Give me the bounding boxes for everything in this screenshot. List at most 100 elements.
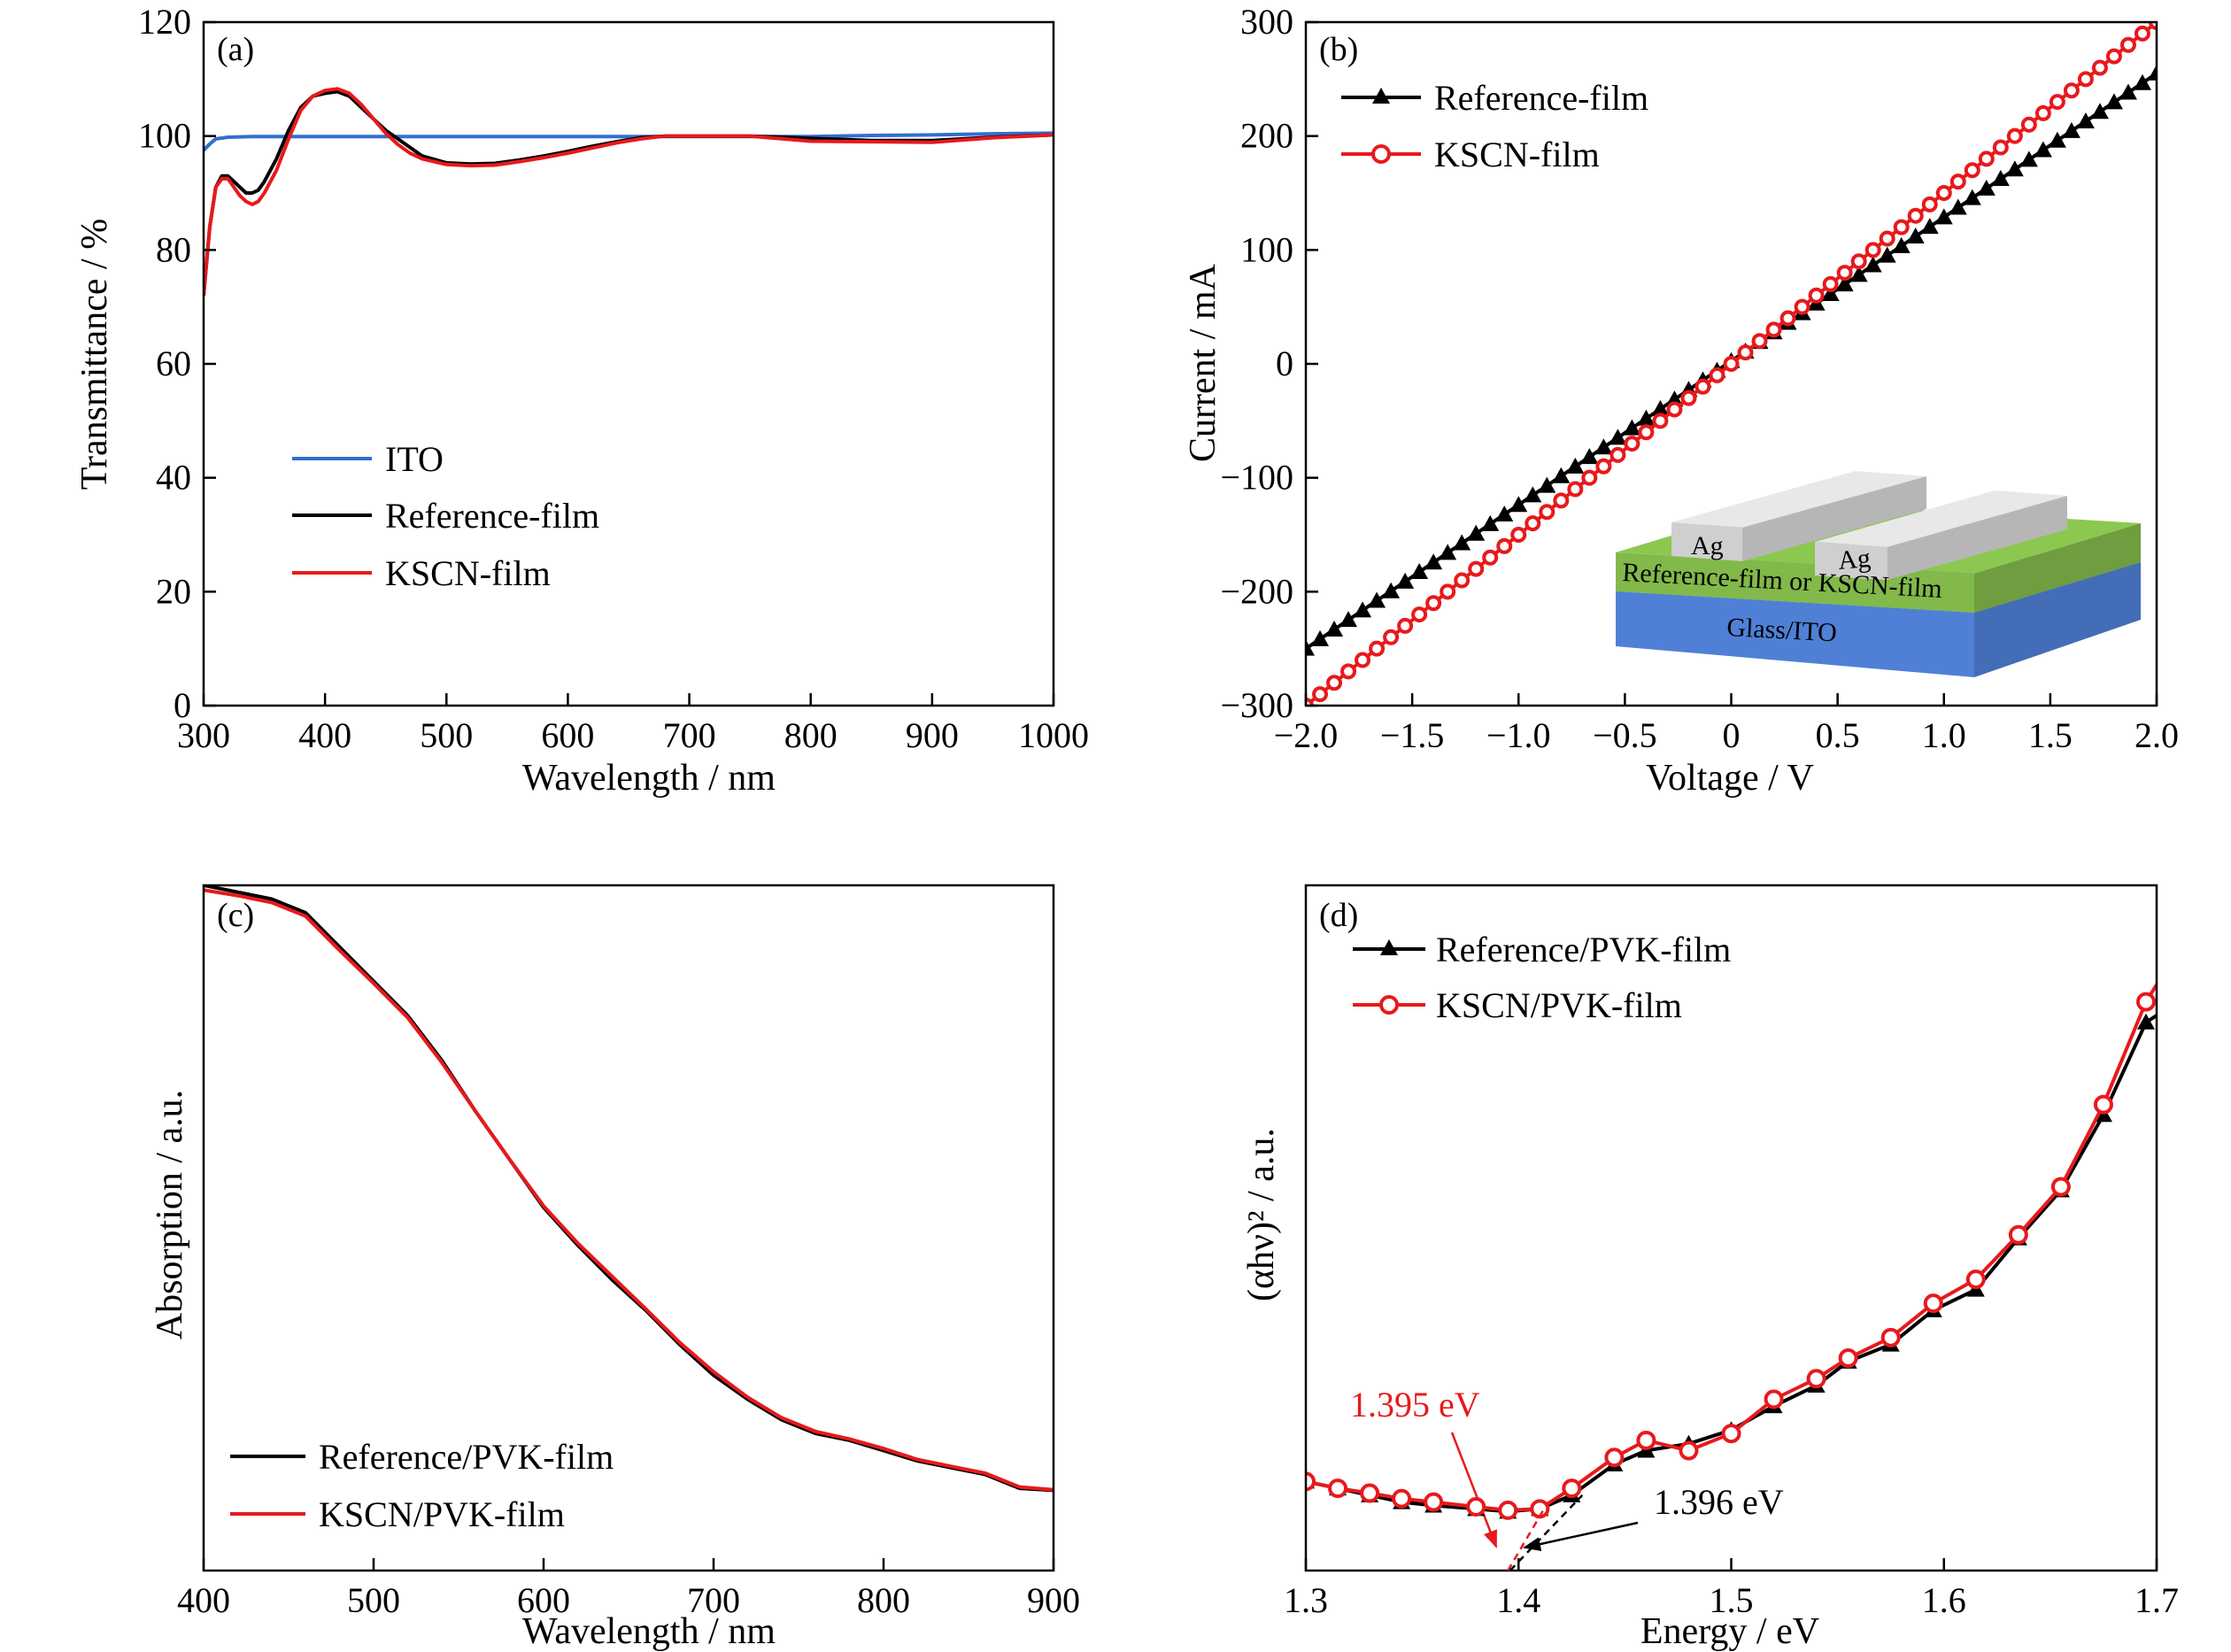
data-point-reference-pvk-film [2158, 1000, 2176, 1015]
data-point-kscn-film [1340, 663, 1357, 680]
panel-c-label: (c) [217, 897, 254, 934]
data-point-kscn-film [2134, 25, 2150, 42]
data-point-reference-film [1580, 448, 1599, 465]
y-tick-label: −300 [1220, 685, 1293, 725]
data-point-kscn-film [1879, 230, 1895, 247]
panel-b: (b) Voltage / V Current / mA Reference-f… [1183, 2, 2179, 799]
data-point-kscn-pvk-film [2093, 1094, 2113, 1115]
data-point-kscn-film [1949, 174, 1966, 190]
film-side [1974, 523, 2141, 613]
extrapolation-line [1509, 1494, 1584, 1571]
data-point-kscn-film [1964, 162, 1980, 179]
data-point-kscn-pvk-film [1306, 1471, 1316, 1492]
data-point-kscn-film [1496, 537, 1513, 554]
data-point-reference-film [1977, 179, 1996, 196]
data-point-reference-film [1623, 419, 1641, 436]
data-point-reference-film [2019, 151, 2038, 167]
y-tick-label: 100 [1240, 229, 1293, 269]
data-point-kscn-film [1369, 640, 1386, 657]
data-point-reference-film [1325, 621, 1344, 637]
x-tick-label: −0.5 [1593, 715, 1657, 755]
x-tick-label: 800 [857, 1580, 910, 1620]
x-tick-label: 1.0 [1922, 715, 1966, 755]
series-line-reference-pvk-film [204, 885, 1054, 1493]
data-point-reference-film [1467, 524, 1486, 541]
annotation-arrow-kscn [1450, 1432, 1498, 1548]
data-point-reference-film [1963, 189, 1981, 205]
data-point-kscn-film [1992, 139, 2009, 156]
data-point-kscn-film [1397, 617, 1414, 634]
panel-c: (c) Wavelength / nm Absorption / a.u. Re… [150, 884, 1080, 1652]
device-schematic-inset: Ag Ag Reference-film or KSCN-film Glass/… [1616, 471, 2141, 677]
data-point-kscn-pvk-film [1806, 1369, 1826, 1389]
y-tick-label: 40 [156, 458, 191, 498]
x-tick-label: −1.5 [1380, 715, 1445, 755]
data-point-kscn-pvk-film [1838, 1348, 1858, 1369]
data-point-kscn-film [1921, 196, 1938, 212]
data-point-reference-film [2076, 112, 2095, 129]
y-tick-label: 20 [156, 571, 191, 611]
x-tick-label: 0 [1723, 715, 1741, 755]
data-point-reference-film [1311, 629, 1330, 646]
panel-b-ylabel: Current / mA [1183, 263, 1224, 462]
x-tick-label: 1.4 [1496, 1580, 1540, 1620]
x-tick-label: 0.5 [1816, 715, 1860, 755]
legend-label-kscn-film: KSCN-film [1434, 135, 1600, 174]
data-point-kscn-film [1864, 242, 1881, 259]
x-tick-label: 700 [663, 715, 716, 755]
x-tick-label: 800 [784, 715, 838, 755]
data-point-kscn-pvk-film [2159, 960, 2175, 976]
panel-d-xlabel: Energy / eV [1640, 1611, 1819, 1652]
x-tick-label: 600 [517, 1580, 570, 1620]
panel-c-legend: Reference/PVK-film KSCN/PVK-film [230, 1437, 614, 1534]
data-point-kscn-film [1525, 515, 1541, 532]
x-tick-label: 2.0 [2135, 715, 2179, 755]
x-tick-label: −1.0 [1486, 715, 1551, 755]
data-point-kscn-film [1751, 333, 1768, 350]
data-point-kscn-film [1383, 629, 1400, 645]
y-tick-label: 0 [174, 685, 191, 725]
panel-d-legend: Reference/PVK-film KSCN/PVK-film [1353, 930, 1731, 1025]
data-point-reference-film [1368, 591, 1386, 608]
series-line-ito [204, 131, 1054, 152]
data-point-kscn-pvk-film [1679, 1440, 1699, 1461]
legend-label-reference-film: Reference-film [1434, 78, 1648, 118]
data-point-reference-film [1864, 256, 1882, 273]
data-point-reference-film [1849, 266, 1868, 282]
data-point-reference-film [2005, 160, 2024, 177]
data-point-kscn-film [1850, 253, 1867, 270]
electrode-left-side [1742, 476, 1926, 561]
data-point-reference-film [1878, 246, 1896, 263]
legend-label-ito: ITO [385, 439, 444, 479]
data-point-kscn-film [2105, 48, 2122, 65]
data-point-kscn-film [1539, 504, 1556, 521]
data-point-kscn-film [1510, 527, 1527, 543]
data-point-kscn-pvk-film [1764, 1389, 1784, 1409]
data-point-kscn-film [1482, 549, 1499, 566]
electrode-left-front [1671, 522, 1742, 561]
electrode-left-top [1671, 471, 1926, 528]
data-point-kscn-film [1709, 367, 1725, 383]
data-point-kscn-film [1822, 275, 1839, 292]
data-point-kscn-film [2063, 82, 2080, 99]
data-point-kscn-pvk-film [1721, 1424, 1741, 1444]
panel-b-legend: Reference-film KSCN-film [1341, 78, 1648, 174]
data-point-kscn-pvk-film [1466, 1497, 1486, 1517]
data-point-reference-film [1509, 496, 1528, 513]
data-point-reference-film [1354, 601, 1372, 618]
y-tick-label: −100 [1220, 458, 1293, 498]
data-point-kscn-film [1312, 686, 1329, 703]
electrode-label-left: Ag [1691, 531, 1724, 560]
data-point-kscn-pvk-film [1328, 1478, 1348, 1499]
data-point-kscn-film [1440, 583, 1456, 600]
x-tick-label: 1.5 [1710, 1580, 1754, 1620]
data-point-kscn-film [2034, 104, 2051, 121]
annotation-arrow-reference [1523, 1521, 1639, 1551]
data-point-reference-film [1424, 553, 1443, 570]
data-point-kscn-pvk-film [2135, 992, 2156, 1012]
data-point-reference-film [1339, 611, 1358, 628]
data-point-kscn-pvk-film [1424, 1492, 1444, 1512]
data-point-kscn-film [1680, 390, 1697, 406]
data-point-kscn-film [1794, 298, 1810, 315]
x-tick-label: 300 [177, 715, 230, 755]
